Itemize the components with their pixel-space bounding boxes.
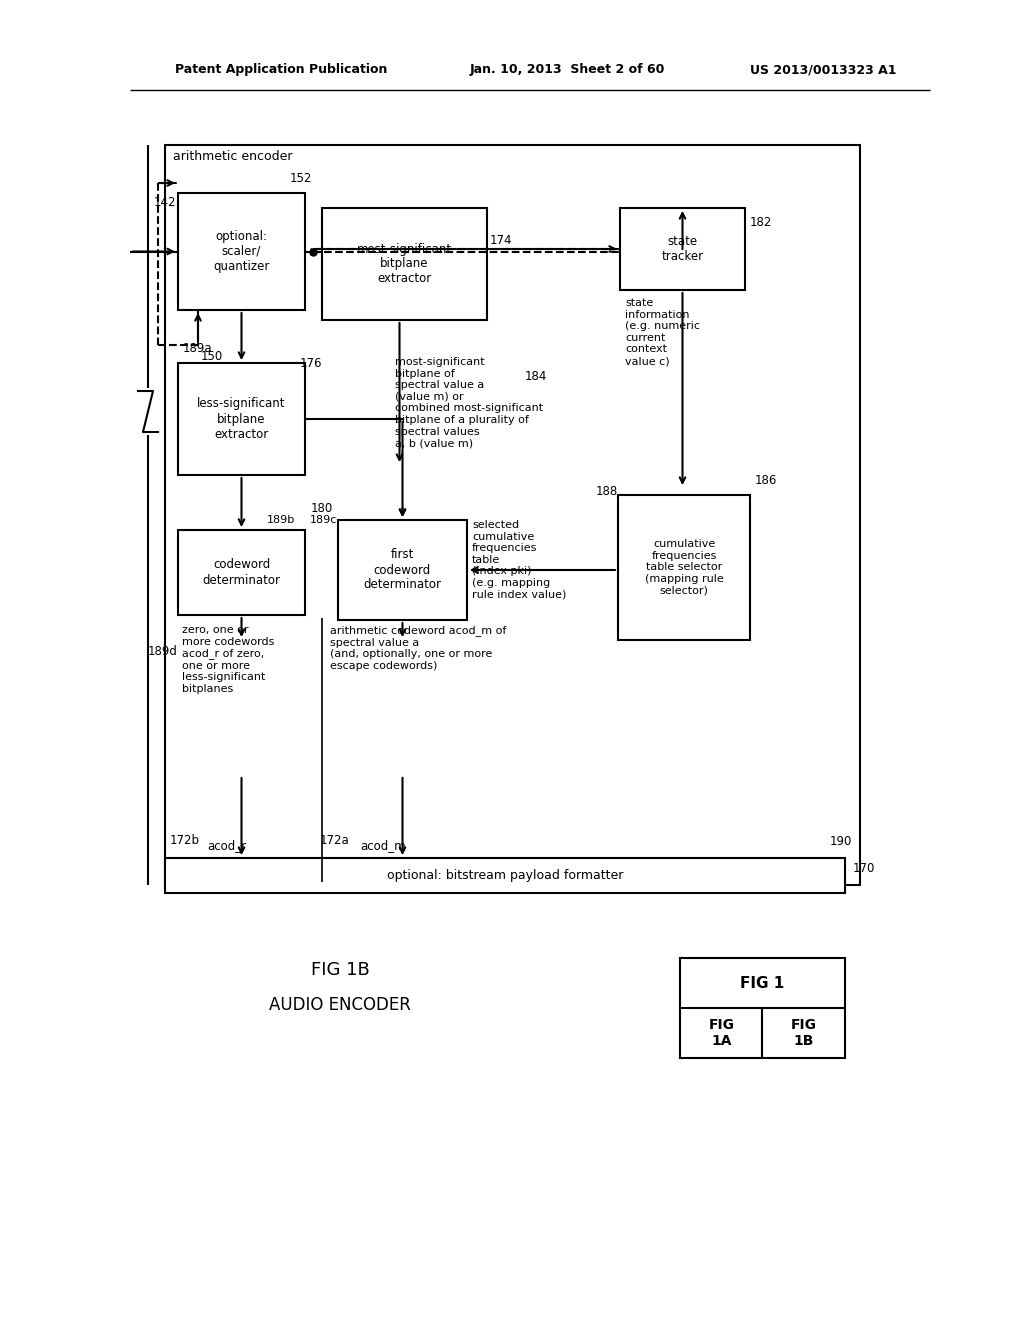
- Text: FIG 1: FIG 1: [740, 975, 784, 990]
- Bar: [620, 209, 745, 290]
- Text: FIG
1A: FIG 1A: [709, 1018, 734, 1048]
- Text: arithmetic codeword acod_m of
spectral value a
(and, optionally, one or more
esc: arithmetic codeword acod_m of spectral v…: [330, 624, 507, 671]
- Text: selected
cumulative
frequencies
table
(index pki)
(e.g. mapping
rule index value: selected cumulative frequencies table (i…: [472, 520, 566, 599]
- Bar: [680, 958, 845, 1059]
- Text: 172b: 172b: [170, 834, 200, 847]
- Text: 170: 170: [853, 862, 876, 874]
- Text: Jan. 10, 2013  Sheet 2 of 60: Jan. 10, 2013 Sheet 2 of 60: [470, 63, 666, 77]
- Text: acod_r: acod_r: [207, 840, 246, 851]
- Bar: [178, 363, 305, 475]
- Text: most-significant
bitplane of
spectral value a
(value m) or
combined most-signifi: most-significant bitplane of spectral va…: [395, 356, 543, 449]
- Text: 188: 188: [596, 484, 618, 498]
- Bar: [618, 495, 750, 640]
- Text: cumulative
frequencies
table selector
(mapping rule
selector): cumulative frequencies table selector (m…: [645, 540, 723, 595]
- Bar: [178, 193, 305, 310]
- Text: optional: bitstream payload formatter: optional: bitstream payload formatter: [387, 869, 624, 882]
- Text: 189d: 189d: [148, 645, 178, 657]
- Text: 189c: 189c: [310, 515, 337, 525]
- Text: US 2013/0013323 A1: US 2013/0013323 A1: [750, 63, 896, 77]
- Text: state
tracker: state tracker: [662, 235, 703, 263]
- Text: 184: 184: [525, 370, 548, 383]
- Bar: [338, 520, 467, 620]
- Text: less-significant
bitplane
extractor: less-significant bitplane extractor: [198, 397, 286, 441]
- Text: 152: 152: [290, 172, 312, 185]
- Text: 142: 142: [154, 197, 176, 210]
- Text: most-significant
bitplane
extractor: most-significant bitplane extractor: [357, 243, 452, 285]
- Text: 190: 190: [830, 836, 852, 847]
- Text: zero, one or
more codewords
acod_r of zero,
one or more
less-significant
bitplan: zero, one or more codewords acod_r of ze…: [182, 624, 274, 694]
- Bar: [178, 531, 305, 615]
- Bar: [165, 145, 860, 884]
- Text: arithmetic encoder: arithmetic encoder: [173, 150, 293, 164]
- Text: 172a: 172a: [319, 834, 350, 847]
- Text: 174: 174: [490, 234, 512, 247]
- Text: 189b: 189b: [266, 515, 295, 525]
- Text: optional:
scaler/
quantizer: optional: scaler/ quantizer: [213, 230, 269, 273]
- Text: AUDIO ENCODER: AUDIO ENCODER: [269, 997, 411, 1014]
- Text: 186: 186: [755, 474, 777, 487]
- Bar: [322, 209, 487, 319]
- Text: first
codeword
determinator: first codeword determinator: [364, 549, 441, 591]
- Text: FIG
1B: FIG 1B: [791, 1018, 817, 1048]
- Text: 150: 150: [201, 350, 223, 363]
- Bar: [165, 858, 845, 894]
- Text: Patent Application Publication: Patent Application Publication: [175, 63, 387, 77]
- Text: 180: 180: [310, 502, 333, 515]
- Text: acod_m: acod_m: [360, 840, 406, 851]
- Text: 176: 176: [299, 356, 322, 370]
- Text: state
information
(e.g. numeric
current
context
value c): state information (e.g. numeric current …: [625, 298, 700, 366]
- Text: codeword
determinator: codeword determinator: [203, 558, 281, 586]
- Text: FIG 1B: FIG 1B: [310, 961, 370, 979]
- Text: 189a: 189a: [183, 342, 213, 355]
- Text: 182: 182: [750, 216, 772, 228]
